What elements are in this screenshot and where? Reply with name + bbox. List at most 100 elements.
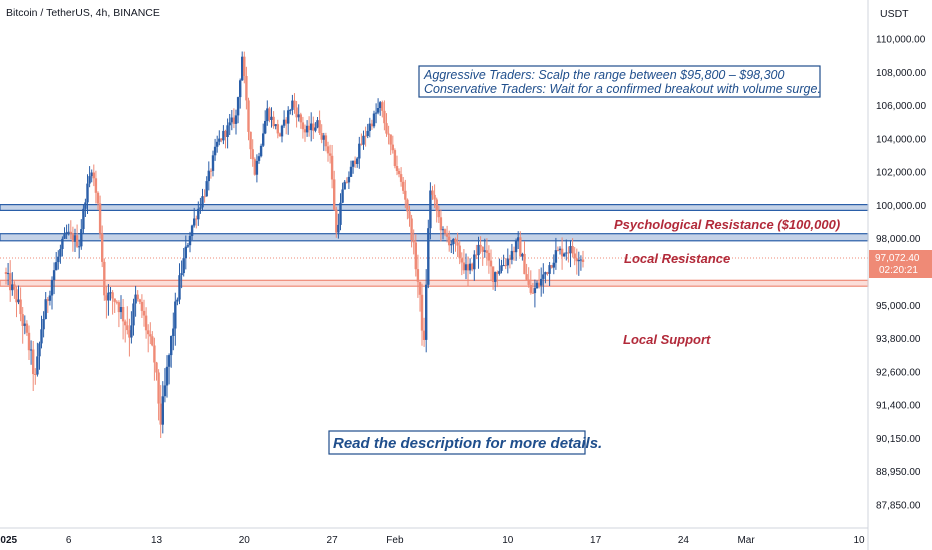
candle-body bbox=[349, 166, 353, 177]
candle-body bbox=[563, 253, 566, 257]
candle-body bbox=[542, 274, 545, 279]
candle-body bbox=[165, 366, 169, 386]
candle-body bbox=[147, 330, 150, 335]
candle-body bbox=[255, 160, 259, 175]
candle-body bbox=[128, 330, 131, 338]
candle-body bbox=[71, 233, 75, 242]
candle-body bbox=[180, 273, 183, 276]
time-tick-label: 6 bbox=[66, 535, 72, 546]
candle-body bbox=[40, 329, 43, 344]
candle-body bbox=[533, 288, 537, 294]
candle-body bbox=[167, 355, 171, 367]
candle-body bbox=[193, 218, 196, 226]
candle-body bbox=[211, 155, 215, 171]
candle-body bbox=[537, 282, 541, 286]
candle-body bbox=[88, 176, 91, 184]
candle-body bbox=[312, 123, 315, 131]
candle-body bbox=[475, 254, 478, 256]
candle-body bbox=[21, 314, 24, 326]
candle-body bbox=[498, 270, 501, 274]
candle-body bbox=[487, 252, 491, 261]
candle-body bbox=[514, 240, 518, 253]
candle-body bbox=[247, 100, 250, 132]
candle-body bbox=[535, 282, 539, 289]
candle-body bbox=[443, 229, 447, 233]
last-price-tag-background bbox=[869, 250, 932, 278]
candle-body bbox=[153, 345, 156, 363]
candle-body bbox=[132, 303, 135, 326]
time-tick-label: 10 bbox=[853, 535, 865, 546]
candle-body bbox=[195, 218, 198, 220]
candle-body bbox=[552, 262, 555, 268]
candle-body bbox=[249, 131, 252, 150]
candle-body bbox=[84, 202, 87, 209]
candle-body bbox=[78, 246, 81, 248]
candle-body bbox=[330, 155, 334, 180]
candle-body bbox=[197, 208, 200, 220]
candle-body bbox=[73, 235, 77, 242]
candle-body bbox=[324, 135, 328, 147]
candle-body bbox=[69, 231, 72, 234]
candle-body bbox=[448, 236, 451, 246]
candle-body bbox=[433, 194, 436, 200]
candle-body bbox=[174, 301, 177, 329]
candle-body bbox=[546, 272, 549, 274]
candle-body bbox=[67, 231, 70, 233]
candle-body bbox=[176, 299, 179, 302]
candle-body bbox=[262, 133, 265, 146]
psychological-resistance-label: Psychological Resistance ($100,000) bbox=[614, 217, 840, 232]
candle-body bbox=[439, 217, 443, 231]
candle-body bbox=[274, 124, 277, 127]
candle-body bbox=[299, 114, 302, 123]
candle-body bbox=[163, 385, 167, 397]
candle-body bbox=[151, 336, 154, 346]
candle-body bbox=[11, 284, 14, 291]
candle-body bbox=[406, 199, 409, 212]
candle-body bbox=[270, 116, 273, 120]
candle-body bbox=[111, 292, 114, 299]
candle-body bbox=[63, 234, 66, 239]
candle-body bbox=[479, 244, 482, 247]
candle-body bbox=[115, 301, 118, 303]
candle-body bbox=[508, 258, 512, 260]
candle-body bbox=[9, 273, 12, 291]
candle-body bbox=[305, 125, 309, 133]
candle-body bbox=[356, 158, 359, 164]
candle-body bbox=[337, 224, 340, 233]
time-tick-label: 20 bbox=[239, 535, 251, 546]
candle-body bbox=[502, 265, 505, 267]
candle-body bbox=[366, 130, 369, 136]
time-tick-label: 13 bbox=[151, 535, 163, 546]
candle-body bbox=[82, 208, 85, 230]
candles-layer bbox=[4, 51, 585, 438]
candle-body bbox=[328, 153, 332, 156]
candle-body bbox=[157, 372, 160, 404]
candle-body bbox=[105, 295, 108, 301]
candle-body bbox=[420, 294, 424, 331]
candle-body bbox=[458, 245, 461, 259]
last-price-value: 97,072.40 bbox=[875, 253, 920, 264]
candle-body bbox=[523, 253, 526, 275]
candle-body bbox=[416, 269, 420, 282]
candle-body bbox=[239, 80, 242, 98]
candle-body bbox=[203, 196, 206, 198]
candle-body bbox=[431, 190, 434, 195]
candle-body bbox=[48, 295, 52, 301]
time-axis[interactable]: 2025 6 13 20 27 Feb 10 17 24 Mar 10 bbox=[0, 535, 865, 546]
candle-body bbox=[222, 130, 225, 141]
candle-body bbox=[232, 117, 236, 124]
candle-body bbox=[124, 321, 127, 326]
candle-body bbox=[42, 319, 45, 330]
candle-body bbox=[234, 115, 238, 124]
candle-body bbox=[466, 264, 470, 271]
candle-body bbox=[27, 332, 31, 351]
candle-body bbox=[92, 172, 95, 179]
candle-body bbox=[119, 307, 123, 313]
strategy-note-box bbox=[418, 65, 821, 98]
candle-body bbox=[140, 301, 144, 311]
candle-body bbox=[228, 122, 231, 126]
candle-body bbox=[506, 258, 509, 266]
price-tick-label: 102,000.00 bbox=[876, 168, 926, 179]
candle-body bbox=[264, 121, 267, 134]
